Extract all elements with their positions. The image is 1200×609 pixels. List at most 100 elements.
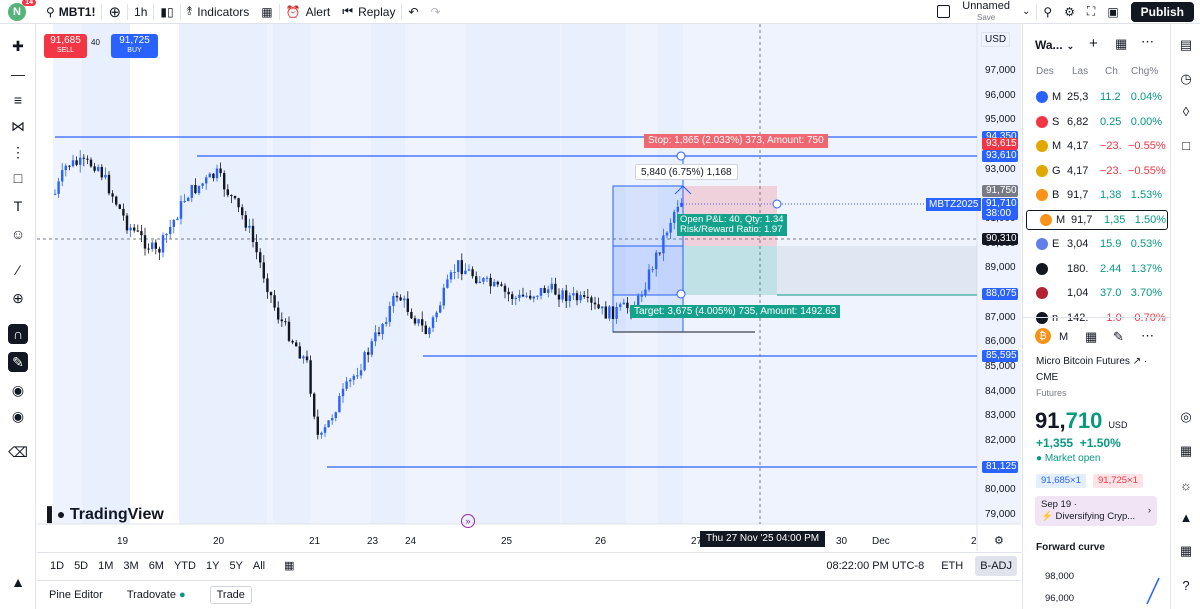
price-tag-current: 91,710 xyxy=(982,198,1018,210)
forecast-tool[interactable]: ⋮ xyxy=(8,142,28,162)
details-more-button[interactable]: ⋯ xyxy=(1141,328,1154,344)
range-button-6m[interactable]: 6M xyxy=(148,559,164,572)
undo-button[interactable]: ↶ xyxy=(402,0,424,24)
zoom-tool[interactable]: ⊕ xyxy=(8,288,28,308)
ask-button[interactable]: 91,725×1 xyxy=(1093,474,1143,488)
publish-button[interactable]: Publish xyxy=(1125,0,1200,24)
date-range-calendar-icon[interactable]: ▦ xyxy=(284,560,295,572)
hotlist-widget-button[interactable]: ▲ xyxy=(1177,508,1195,526)
range-button-1m[interactable]: 1M xyxy=(98,559,114,572)
col-change[interactable]: Ch xyxy=(1105,66,1118,77)
layout-checkbox[interactable] xyxy=(931,0,956,24)
crosshair-tool[interactable]: ✚ xyxy=(8,36,28,56)
external-link-icon[interactable]: ↗ xyxy=(1132,356,1142,367)
tab-tradovate[interactable]: Tradovate ● xyxy=(115,589,198,601)
fullscreen-button[interactable]: ⛶ xyxy=(1081,0,1101,24)
watchlist-row[interactable]: G 4,17 −23. −0.55% xyxy=(1023,161,1171,181)
object-tree-tool[interactable]: ▲ xyxy=(8,572,28,592)
icon-tool[interactable]: ☺ xyxy=(8,224,28,244)
ideas-widget-button[interactable]: ☼ xyxy=(1177,476,1195,494)
range-button-5y[interactable]: 5Y xyxy=(229,559,243,572)
watchlist-row[interactable]: S 6,82 0.25 0.00% xyxy=(1023,112,1171,132)
target-label[interactable]: Target: 3,675 (4.005%) 735, Amount: 1492… xyxy=(630,305,841,318)
range-button-1d[interactable]: 1D xyxy=(50,559,65,572)
bid-button[interactable]: 91,685×1 xyxy=(1036,474,1086,488)
quick-search-button[interactable]: ⚲ xyxy=(1037,0,1058,24)
chart-pane[interactable]: 91,685 SELL 40 91,725 BUY USD ▌● Trading… xyxy=(37,24,1021,551)
buy-button[interactable]: 91,725 BUY xyxy=(111,34,158,58)
chart-canvas[interactable] xyxy=(37,24,1021,551)
currency-selector[interactable]: USD xyxy=(981,32,1011,47)
back-adjust-button[interactable]: B-ADJ xyxy=(975,555,1017,576)
range-button-3m[interactable]: 3M xyxy=(123,559,139,572)
dom-widget-button[interactable]: ▦ xyxy=(1177,542,1195,560)
tab-pine-editor[interactable]: Pine Editor xyxy=(37,589,115,601)
layouts-button[interactable]: ▦ xyxy=(255,0,278,24)
row-last: 4,17 xyxy=(1067,140,1089,152)
col-last[interactable]: Las xyxy=(1072,66,1089,77)
layout-name-button[interactable]: Unnamed Save xyxy=(956,0,1016,24)
details-edit-button[interactable]: ✎ xyxy=(1113,329,1124,345)
layers-widget-button[interactable]: ◊ xyxy=(1177,102,1195,120)
remove-drawings-tool[interactable]: ⌫ xyxy=(8,442,28,462)
interval-button[interactable]: 1h xyxy=(128,0,153,24)
range-button-1y[interactable]: 1Y xyxy=(205,559,220,572)
watchlist-row[interactable]: B 91,7 1,38 1.53% xyxy=(1023,185,1171,205)
event-marker-icon[interactable]: » xyxy=(461,514,475,528)
range-button-5d[interactable]: 5D xyxy=(74,559,89,572)
layout-menu-button[interactable]: ⌄ xyxy=(1016,0,1036,24)
alerts-widget-button[interactable]: ◷ xyxy=(1177,70,1195,88)
replay-button[interactable]: ⏮ Replay xyxy=(336,0,401,24)
chart-type-button[interactable]: ▮▯ xyxy=(154,0,179,24)
col-change-pct[interactable]: Chg% xyxy=(1131,66,1159,77)
snapshot-button[interactable]: ▣ xyxy=(1101,0,1124,24)
watchlist-row[interactable]: M 4,17 −23. −0.55% xyxy=(1023,136,1171,156)
details-layout-button[interactable]: ▦ xyxy=(1085,329,1097,345)
text-tool[interactable]: T xyxy=(8,196,28,216)
clock-timezone[interactable]: 08:22:00 PM UTC-8 xyxy=(826,559,925,572)
details-symbol[interactable]: M xyxy=(1059,331,1069,343)
advanced-view-button[interactable]: ▦ xyxy=(1115,36,1127,52)
event-card[interactable]: Sep 19 · ⚡ Diversifying Cryp... › xyxy=(1035,496,1157,526)
target-widget-button[interactable]: ◎ xyxy=(1177,408,1195,426)
candle-body xyxy=(565,290,568,302)
axis-settings-gear-icon[interactable]: ⚙ xyxy=(994,535,1004,547)
range-button-all[interactable]: All xyxy=(252,559,266,572)
watchlist-widget-button[interactable]: ▤ xyxy=(1177,36,1195,54)
trend-line-tool[interactable]: — xyxy=(8,64,28,84)
fib-tool[interactable]: ≡ xyxy=(8,90,28,110)
order-qty[interactable]: 40 xyxy=(91,38,100,47)
shape-tool[interactable]: □ xyxy=(8,168,28,188)
magnet-tool[interactable]: ∩ xyxy=(8,324,28,344)
session-eth-button[interactable]: ETH xyxy=(941,559,964,572)
watchlist-row[interactable]: 1,04 37.0 3.70% xyxy=(1023,283,1171,303)
watchlist-row[interactable]: 180. 2.44 1.37% xyxy=(1023,259,1171,279)
watchlist-row[interactable]: E 3,04 15.9 0.53% xyxy=(1023,234,1171,254)
pattern-tool[interactable]: ⋈ xyxy=(8,116,28,136)
candle-body xyxy=(327,420,330,428)
tab-trade[interactable]: Trade xyxy=(198,586,264,604)
watchlist-more-button[interactable]: ⋯ xyxy=(1141,34,1154,50)
add-symbol-button[interactable]: + xyxy=(1089,35,1098,52)
alert-button[interactable]: ⏰ Alert xyxy=(280,0,337,24)
indicators-button[interactable]: ⥉ Indicators xyxy=(181,0,256,24)
redo-button[interactable]: ↷ xyxy=(425,0,447,24)
user-avatar[interactable]: N 14 xyxy=(8,0,36,21)
watchlist-row[interactable]: M 25,3 11.2 0.04% xyxy=(1023,87,1171,107)
lock-tool[interactable]: ◉ xyxy=(8,380,28,400)
watchlist-row[interactable]: M 91,7 1,35 1.50% xyxy=(1026,209,1168,230)
sell-button[interactable]: 91,685 SELL xyxy=(44,34,87,58)
watchlist-title[interactable]: Wa... ⌄ xyxy=(1035,38,1074,52)
compare-symbol-button[interactable]: ⊕ xyxy=(102,0,127,24)
stop-label[interactable]: Stop: 1,865 (2.033%) 373, Amount: 750 xyxy=(644,134,828,148)
calendar-widget-button[interactable]: ▦ xyxy=(1177,442,1195,460)
chat-widget-button[interactable]: □ xyxy=(1177,136,1195,154)
settings-button[interactable]: ⚙ xyxy=(1058,0,1081,24)
col-symbol[interactable]: Des xyxy=(1036,66,1054,77)
draw-mode-tool[interactable]: ✎ xyxy=(8,352,28,372)
visibility-tool[interactable]: ◉ xyxy=(8,406,28,426)
symbol-search-button[interactable]: ⚲ MBT1! xyxy=(40,0,101,24)
help-widget-button[interactable]: ? xyxy=(1177,576,1195,594)
range-button-ytd[interactable]: YTD xyxy=(173,559,196,572)
ruler-tool[interactable]: ∕ xyxy=(8,260,28,280)
